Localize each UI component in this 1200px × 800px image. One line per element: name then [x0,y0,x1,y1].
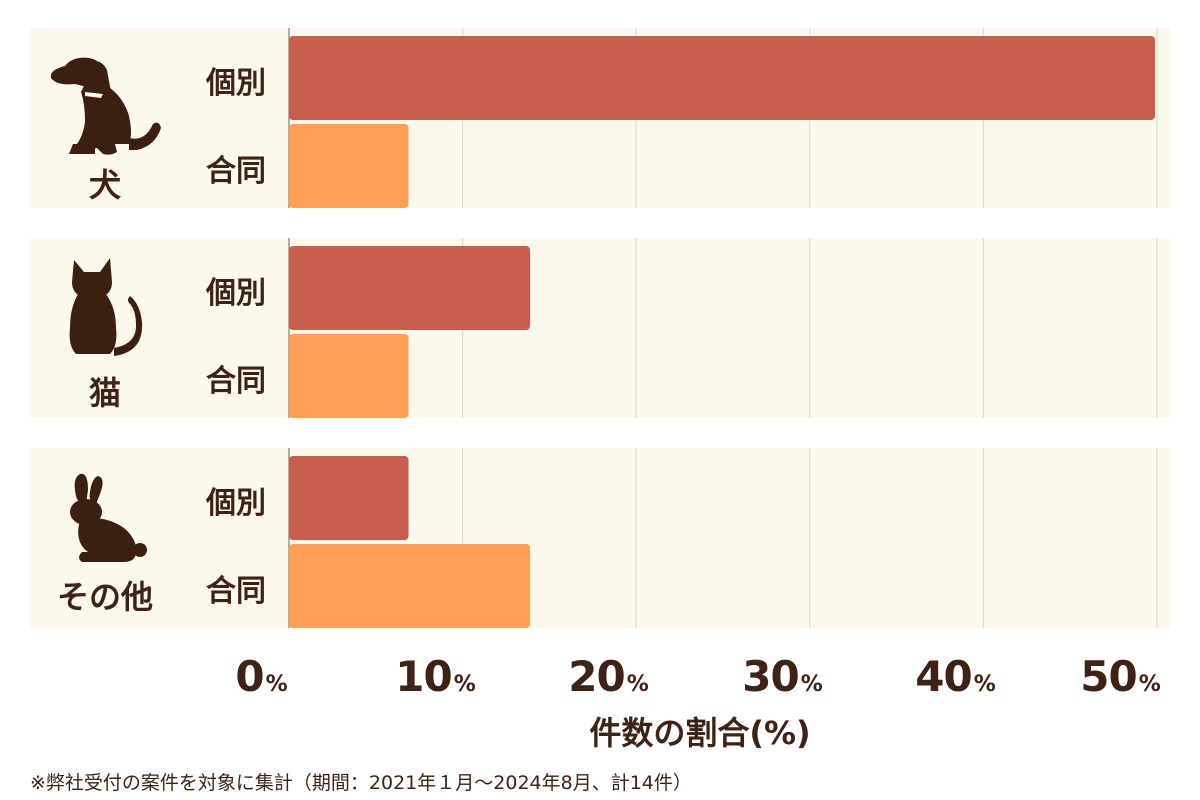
bar-other-individual [289,456,409,540]
x-tick-10: 10% [395,652,476,701]
group-label-cat: 猫 [88,374,121,412]
bar-label-dog-individual: 個別 [206,66,266,101]
group-panel-cat [30,238,1170,418]
bar-dog-joint [289,124,409,208]
x-tick-30: 30% [742,652,823,701]
group-panel-other [30,448,1170,628]
x-tick-20: 20% [568,652,649,701]
x-axis-title: 件数の割合(%) [589,714,811,752]
group-label-other: その他 [56,578,153,616]
cat-icon [69,258,143,356]
rabbit-icon [70,473,147,562]
group-label-dog: 犬 [88,166,121,204]
bar-label-other-joint: 合同 [206,574,266,609]
bar-cat-individual [289,246,531,330]
bar-label-cat-joint: 合同 [206,364,266,399]
bar-dog-individual [289,36,1155,120]
x-tick-50: 50% [1080,652,1161,701]
footnote: ※弊社受付の案件を対象に集計（期間：2021年１月～2024年8月、計14件） [30,772,692,794]
bar-label-cat-individual: 個別 [206,276,266,311]
dog-icon [50,57,161,155]
x-tick-40: 40% [915,652,996,701]
bar-label-dog-joint: 合同 [206,154,266,189]
bar-cat-joint [289,334,409,418]
bar-label-other-individual: 個別 [206,486,266,521]
bar-other-joint [289,544,531,628]
x-tick-0: 0% [235,652,287,701]
